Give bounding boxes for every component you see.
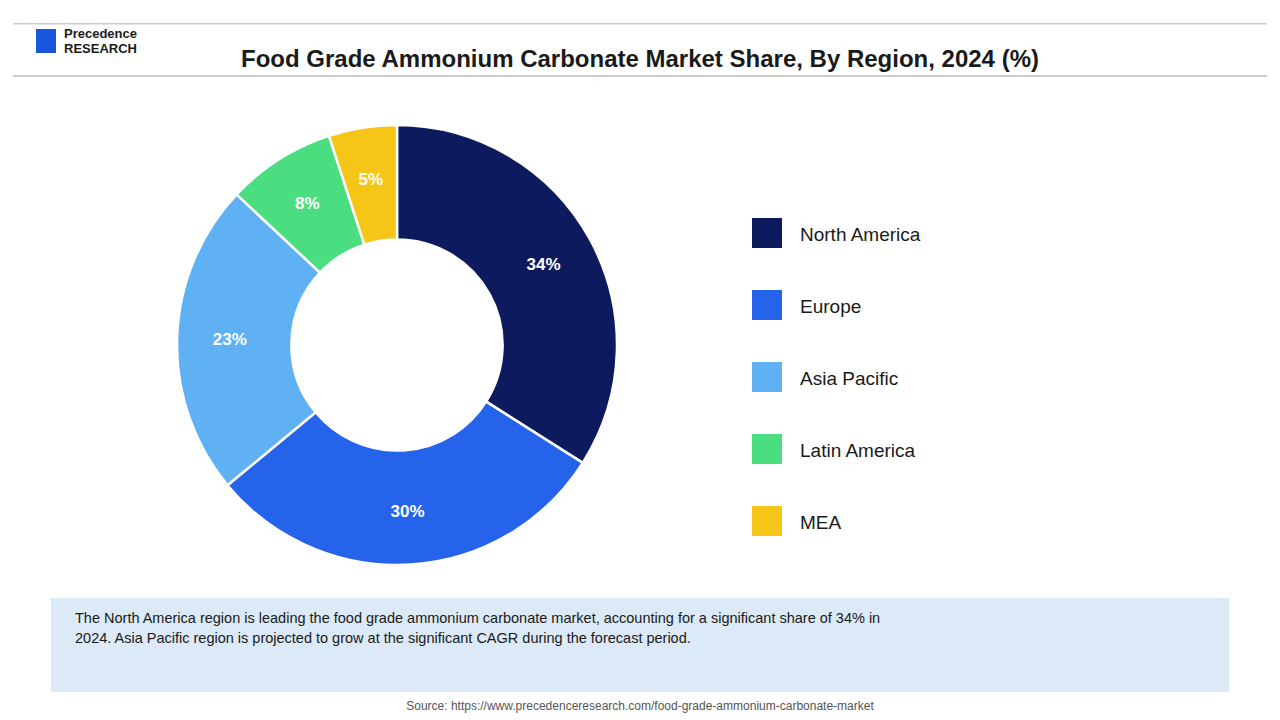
- legend-label: North America: [800, 224, 921, 245]
- legend-swatch: [752, 434, 782, 464]
- logo-text: PrecedenceRESEARCH: [64, 26, 137, 56]
- data-label: 23%: [213, 330, 247, 349]
- data-label: 30%: [390, 502, 424, 521]
- source-text: Source: https://www.precedenceresearch.c…: [406, 699, 874, 713]
- legend-label: Latin America: [800, 440, 916, 461]
- chart-svg: PrecedenceRESEARCH Food Grade Ammonium Ca…: [0, 0, 1280, 720]
- legend: North America Europe Asia Pacific Latin Ame…: [752, 218, 921, 536]
- legend-label: Europe: [800, 296, 861, 317]
- title: Food Grade Ammonium Carbonate Market Sha…: [241, 45, 1039, 72]
- text-line: 2024. Asia Pacific region is projected t…: [75, 630, 691, 646]
- text-line: The North America region is leading the …: [75, 610, 880, 626]
- legend-swatch: [752, 218, 782, 248]
- text-line: Precedence: [64, 26, 137, 41]
- donut-labels: 34% 30% 23% 8% 5%: [213, 170, 561, 521]
- chart-container: PrecedenceRESEARCH Food Grade Ammonium Ca…: [0, 0, 1280, 720]
- text-line: RESEARCH: [64, 41, 137, 56]
- title-separator: [13, 75, 1267, 77]
- donut-slice: [397, 125, 617, 463]
- legend-label: Asia Pacific: [800, 368, 898, 389]
- data-label: 5%: [359, 170, 384, 189]
- annotation: The North America region is leading the …: [75, 610, 880, 646]
- top-border: [13, 23, 1267, 25]
- donut-slice: [329, 125, 397, 245]
- legend-swatch: [752, 506, 782, 536]
- legend-label: MEA: [800, 512, 842, 533]
- data-label: 8%: [295, 194, 320, 213]
- legend-swatch: [752, 290, 782, 320]
- background: [0, 0, 1280, 720]
- legend-swatch: [752, 362, 782, 392]
- data-label: 34%: [527, 255, 561, 274]
- annotation-box: [51, 598, 1229, 692]
- logo-icon: [36, 29, 56, 53]
- donut: [177, 125, 617, 565]
